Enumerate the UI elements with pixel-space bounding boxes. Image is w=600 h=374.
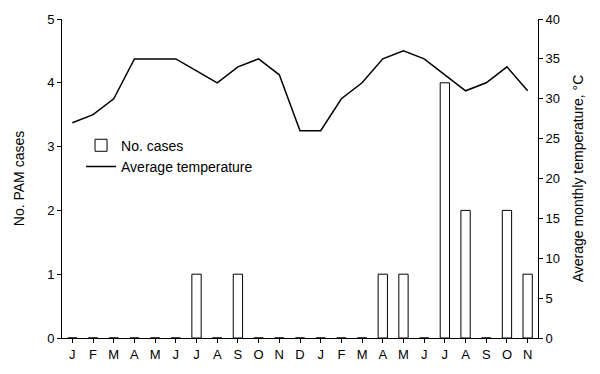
svg-text:0: 0 (546, 331, 553, 346)
svg-text:3: 3 (47, 139, 54, 154)
svg-text:N: N (275, 347, 284, 362)
svg-text:0: 0 (47, 331, 54, 346)
svg-text:J: J (69, 347, 76, 362)
svg-text:A: A (130, 347, 139, 362)
svg-text:S: S (234, 347, 243, 362)
svg-text:15: 15 (546, 211, 560, 226)
svg-text:J: J (173, 347, 180, 362)
svg-text:5: 5 (546, 291, 553, 306)
svg-text:35: 35 (546, 51, 560, 66)
svg-text:M: M (150, 347, 161, 362)
svg-text:1: 1 (47, 267, 54, 282)
svg-text:S: S (482, 347, 491, 362)
svg-text:Average temperature: Average temperature (121, 159, 252, 175)
svg-text:D: D (295, 347, 304, 362)
svg-text:25: 25 (546, 131, 560, 146)
svg-text:F: F (89, 347, 97, 362)
svg-text:M: M (357, 347, 368, 362)
svg-text:No. cases: No. cases (121, 138, 183, 154)
svg-text:4: 4 (47, 75, 54, 90)
svg-text:No. PAM cases: No. PAM cases (11, 131, 27, 226)
svg-text:M: M (398, 347, 409, 362)
svg-text:J: J (317, 347, 324, 362)
svg-text:40: 40 (546, 12, 560, 27)
svg-text:J: J (421, 347, 428, 362)
svg-text:10: 10 (546, 251, 560, 266)
svg-text:M: M (108, 347, 119, 362)
svg-text:A: A (213, 347, 222, 362)
svg-text:J: J (442, 347, 449, 362)
svg-text:2: 2 (47, 203, 54, 218)
svg-text:O: O (254, 347, 264, 362)
svg-text:30: 30 (546, 91, 560, 106)
svg-text:A: A (461, 347, 470, 362)
svg-text:F: F (337, 347, 345, 362)
svg-text:O: O (502, 347, 512, 362)
svg-text:J: J (193, 347, 200, 362)
svg-text:A: A (378, 347, 387, 362)
svg-text:5: 5 (47, 12, 54, 27)
svg-text:Average monthly temperature, °: Average monthly temperature, °C (570, 75, 586, 283)
svg-text:20: 20 (546, 171, 560, 186)
svg-text:N: N (523, 347, 532, 362)
